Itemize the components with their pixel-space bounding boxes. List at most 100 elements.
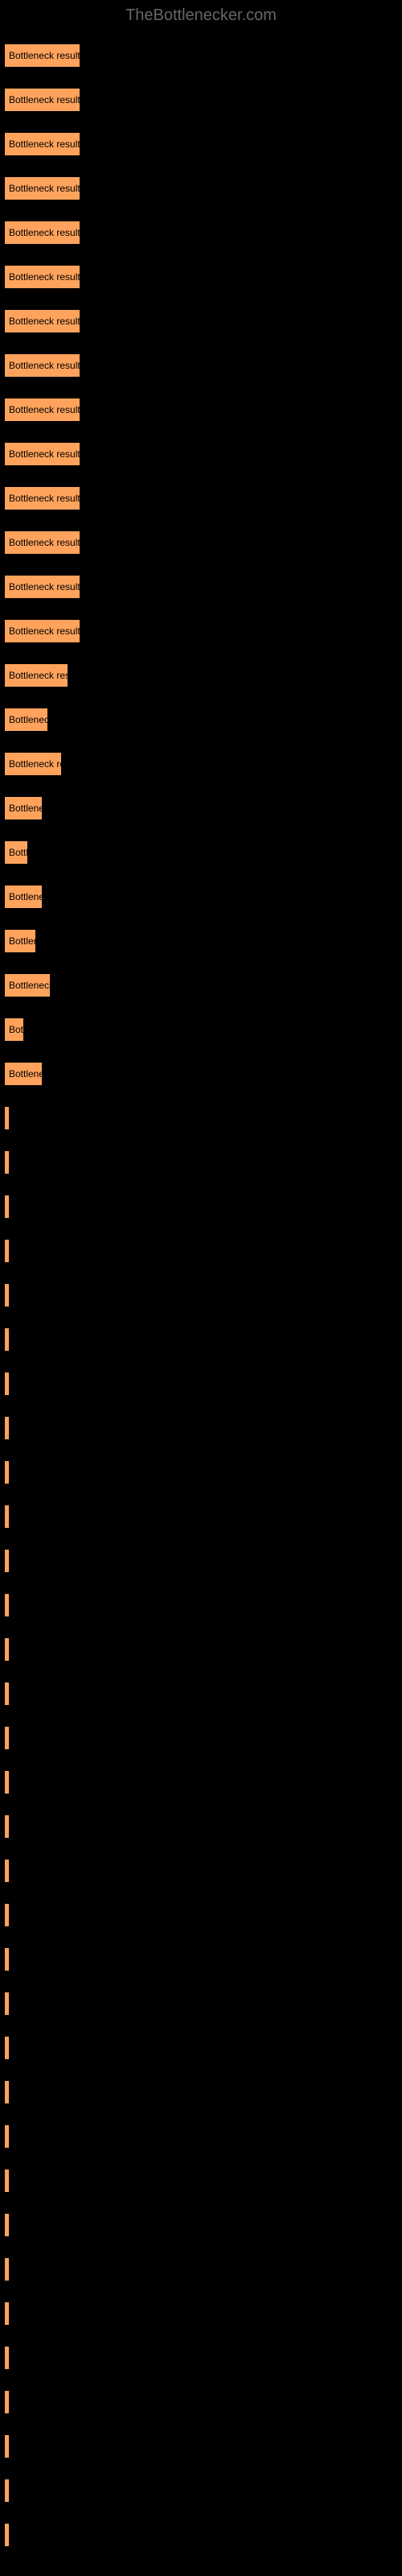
bar-row: Bottleneck <box>4 965 398 1005</box>
chart-bar: Bottleneck result <box>4 619 80 643</box>
bar-row: Bottleneck result <box>4 478 398 518</box>
bar-label: Bottlene <box>9 891 43 902</box>
bar-row <box>4 2072 398 2112</box>
chart-bar: Bottleneck result <box>4 353 80 378</box>
bar-row: Bottleneck re <box>4 744 398 784</box>
chart-bar <box>4 1106 10 1130</box>
chart-bar <box>4 1947 10 1971</box>
chart-bar <box>4 2346 10 2370</box>
bar-row <box>4 2293 398 2334</box>
bar-row: Bottleneck result <box>4 567 398 607</box>
bar-row <box>4 1275 398 1315</box>
bar-row: Bottleneck result <box>4 522 398 563</box>
bar-row <box>4 1187 398 1227</box>
chart-container: Bottleneck result Bottleneck result Bottle… <box>0 31 402 2563</box>
chart-bar: Bottleneck result <box>4 88 80 112</box>
bar-label: Bottleneck result <box>9 493 80 504</box>
bar-row <box>4 1629 398 1670</box>
bar-row: Bot <box>4 1009 398 1050</box>
bar-row: Bottleneck result <box>4 611 398 651</box>
chart-bar <box>4 1726 10 1750</box>
chart-bar <box>4 1505 10 1529</box>
bar-row <box>4 1718 398 1758</box>
bar-row <box>4 2515 398 2555</box>
chart-bar <box>4 2124 10 2149</box>
bar-row: Bottleneck result <box>4 80 398 120</box>
bar-row: Bottleneck result <box>4 124 398 164</box>
bar-row <box>4 1452 398 1492</box>
chart-bar: Bottleneck result <box>4 530 80 555</box>
bar-label: Bottleneck result <box>9 448 80 460</box>
chart-bar <box>4 1637 10 1662</box>
bar-label: Bottlenec <box>9 714 48 725</box>
bar-row <box>4 1762 398 1802</box>
bar-label: Bottleneck result <box>9 404 80 415</box>
bar-label: Bottleneck result <box>9 50 80 61</box>
bar-row <box>4 1364 398 1404</box>
chart-bar: Bottleneck result <box>4 398 80 422</box>
chart-bar <box>4 1682 10 1706</box>
chart-bar <box>4 2434 10 2458</box>
bar-label: Bot <box>9 1024 23 1035</box>
bar-row <box>4 2338 398 2378</box>
chart-bar <box>4 1593 10 1617</box>
chart-bar <box>4 1150 10 1174</box>
bar-row: Bottlene <box>4 877 398 917</box>
bar-label: Bottleneck result <box>9 138 80 150</box>
bar-row <box>4 1408 398 1448</box>
bar-row <box>4 1674 398 1714</box>
chart-bar <box>4 1992 10 2016</box>
chart-bar: Bottleneck re <box>4 752 62 776</box>
bar-row <box>4 2205 398 2245</box>
chart-bar <box>4 1283 10 1307</box>
chart-bar <box>4 1814 10 1839</box>
chart-bar <box>4 2523 10 2547</box>
chart-bar: Bottlene <box>4 1062 43 1086</box>
chart-bar: Bottleneck result <box>4 265 80 289</box>
chart-bar: Bottleneck result <box>4 309 80 333</box>
bar-row: Bottleneck result <box>4 35 398 76</box>
chart-bar: Bot <box>4 1018 24 1042</box>
bar-label: Bottler <box>9 935 36 947</box>
page-title: TheBottlenecker.com <box>0 0 402 31</box>
bar-row <box>4 1541 398 1581</box>
bar-row <box>4 1098 398 1138</box>
bar-label: Bottleneck result <box>9 625 80 637</box>
bar-row <box>4 1231 398 1271</box>
chart-bar <box>4 1460 10 1484</box>
bar-row <box>4 2116 398 2157</box>
bar-label: Bottlene <box>9 803 43 814</box>
bar-row <box>4 1585 398 1625</box>
bar-row <box>4 2471 398 2511</box>
bar-row <box>4 2426 398 2467</box>
chart-bar <box>4 2301 10 2326</box>
chart-bar: Bottl <box>4 840 28 865</box>
chart-bar <box>4 1903 10 1927</box>
chart-bar: Bottleneck result <box>4 43 80 68</box>
bar-label: Bottleneck result <box>9 316 80 327</box>
bar-row: Bottleneck result <box>4 168 398 208</box>
chart-bar <box>4 1859 10 1883</box>
chart-bar <box>4 1416 10 1440</box>
bar-row <box>4 1851 398 1891</box>
chart-bar: Bottlenec <box>4 708 48 732</box>
chart-bar <box>4 2169 10 2193</box>
bar-row <box>4 2028 398 2068</box>
chart-bar <box>4 1195 10 1219</box>
chart-bar <box>4 1239 10 1263</box>
bar-row <box>4 1984 398 2024</box>
chart-bar <box>4 2080 10 2104</box>
chart-bar: Bottleneck result <box>4 176 80 200</box>
chart-bar: Bottleneck result <box>4 442 80 466</box>
bar-label: Bottlene <box>9 1068 43 1080</box>
bar-label: Bottleneck result <box>9 271 80 283</box>
bar-label: Bottl <box>9 847 28 858</box>
chart-bar: Bottleneck res <box>4 663 68 687</box>
bar-row: Bottleneck result <box>4 257 398 297</box>
bar-row <box>4 1895 398 1935</box>
bar-row <box>4 1142 398 1183</box>
chart-bar: Bottleneck result <box>4 221 80 245</box>
chart-bar: Bottleneck result <box>4 575 80 599</box>
bar-row: Bottler <box>4 921 398 961</box>
bar-row: Bottl <box>4 832 398 873</box>
